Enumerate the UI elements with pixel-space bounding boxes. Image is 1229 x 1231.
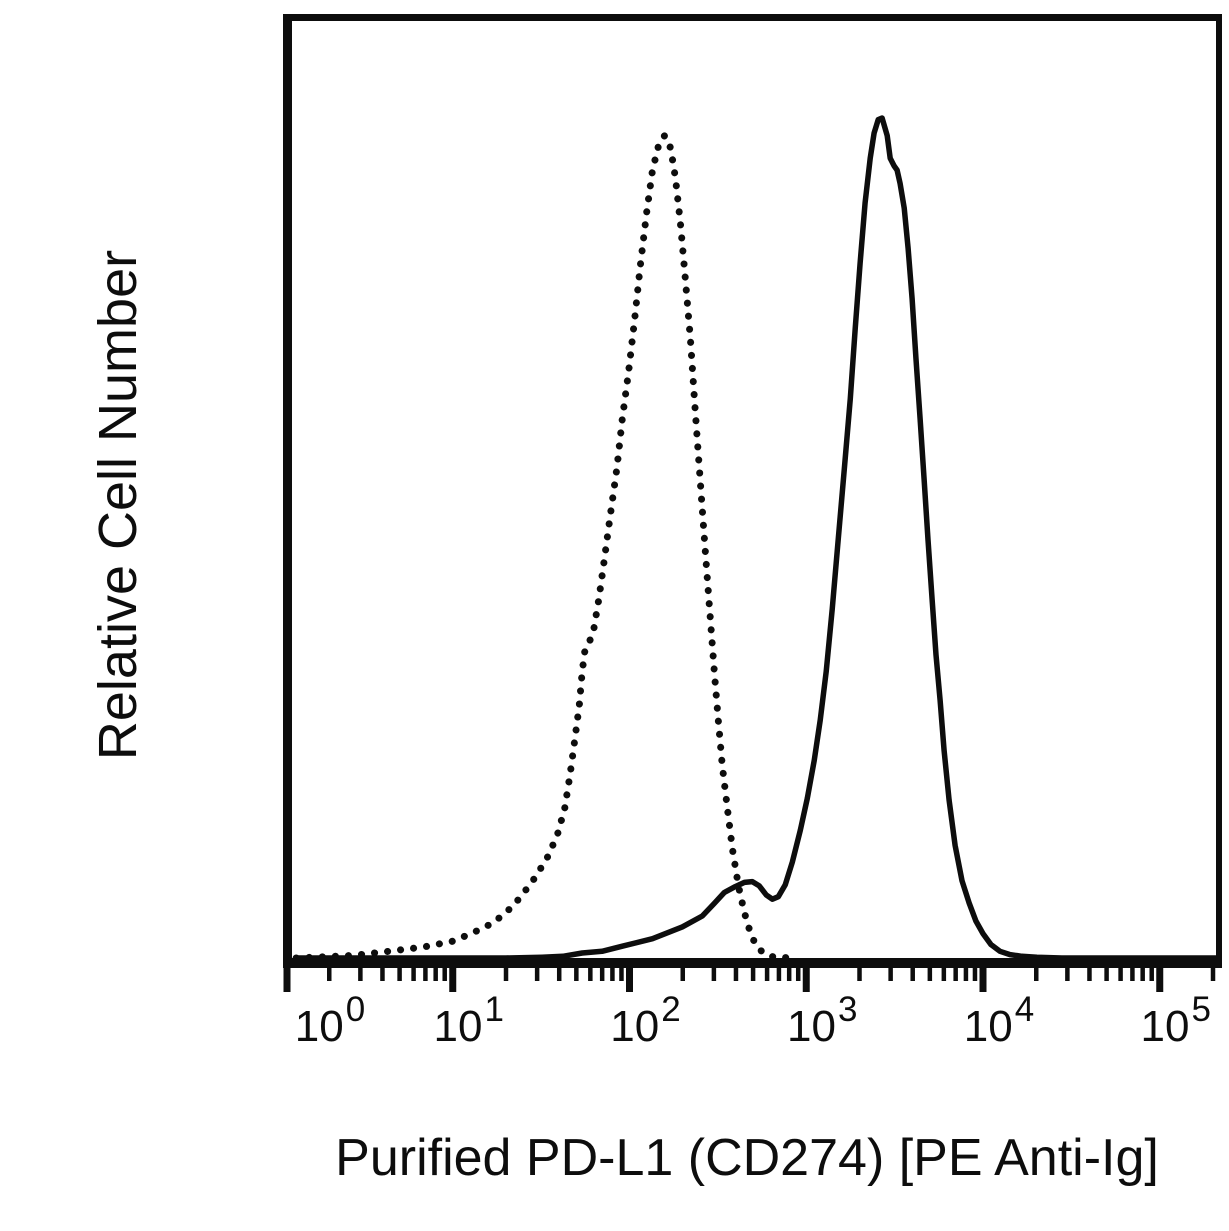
frame-bottom-axis (283, 958, 1222, 968)
tick-exponent: 2 (661, 990, 681, 1029)
minor-tick (680, 968, 686, 981)
minor-tick (1130, 968, 1135, 981)
minor-tick (1087, 968, 1092, 981)
frame-left (283, 14, 292, 968)
tick-mantissa: 10 (433, 1002, 483, 1051)
tick-exponent: 5 (1191, 990, 1211, 1029)
x-tick-label-10e4: 104 (963, 992, 1034, 1051)
minor-tick (1104, 968, 1109, 981)
minor-tick (764, 968, 770, 981)
x-axis-tick-labels: 100 101 102 103 104 105 (0, 992, 1229, 1095)
minor-tick (588, 968, 593, 981)
minor-tick (534, 968, 540, 981)
minor-tick (857, 968, 862, 981)
minor-tick (786, 968, 792, 981)
minor-tick (750, 968, 756, 981)
minor-tick (1065, 968, 1070, 981)
minor-tick (1034, 968, 1039, 981)
decade-tick-10e4 (979, 968, 987, 992)
tick-mantissa: 10 (610, 1002, 660, 1051)
tick-mantissa: 10 (294, 1002, 344, 1051)
minor-tick (411, 968, 416, 981)
solid-curve (296, 115, 1216, 959)
minor-tick (776, 968, 782, 981)
x-axis-title: Purified PD-L1 (CD274) [PE Anti-Ig] (335, 1129, 1159, 1187)
minor-tick (941, 968, 947, 981)
minor-tick (733, 968, 739, 981)
histogram-curves (292, 115, 1216, 959)
x-tick-label-10e3: 103 (787, 992, 857, 1051)
tick-exponent: 3 (837, 990, 858, 1029)
tick-mantissa: 10 (787, 1002, 836, 1051)
decade-tick-10e1 (449, 968, 457, 992)
minor-tick (795, 968, 801, 981)
minor-tick (380, 968, 385, 981)
x-axis-ticks (283, 968, 1216, 992)
minor-tick (423, 968, 428, 981)
minor-tick (972, 968, 978, 981)
decade-tick-10e3 (802, 968, 810, 992)
decade-tick-10e5 (1156, 968, 1164, 992)
minor-tick (599, 968, 605, 981)
minor-tick (910, 968, 915, 981)
dotted-curve (292, 132, 802, 959)
minor-tick (888, 968, 893, 981)
frame-right (1216, 14, 1222, 968)
minor-tick (1140, 968, 1145, 981)
decade-tick-10e0 (283, 968, 291, 992)
tick-mantissa: 10 (1140, 1002, 1190, 1051)
x-tick-label-10e2: 102 (610, 992, 680, 1051)
minor-tick (953, 968, 958, 981)
minor-tick (1149, 968, 1154, 981)
minor-tick (927, 968, 933, 981)
tick-exponent: 1 (484, 990, 504, 1029)
minor-tick (358, 968, 363, 981)
tick-exponent: 4 (1014, 990, 1035, 1029)
minor-tick (711, 968, 717, 981)
minor-tick (556, 968, 562, 981)
tick-mantissa: 10 (963, 1002, 1013, 1051)
y-axis-title: Relative Cell Number (88, 249, 148, 761)
x-tick-label-10e5: 105 (1140, 992, 1211, 1051)
minor-tick (1210, 968, 1216, 981)
minor-tick (327, 968, 332, 981)
minor-tick (574, 968, 579, 981)
minor-tick (433, 968, 438, 981)
minor-tick (963, 968, 969, 981)
minor-tick (503, 968, 509, 981)
frame-top (283, 14, 1222, 21)
x-tick-label-10e0: 100 (294, 992, 365, 1051)
minor-tick (619, 968, 624, 981)
x-tick-label-10e1: 101 (433, 992, 504, 1051)
minor-tick (610, 968, 615, 981)
plot-frame (283, 14, 1222, 968)
minor-tick (442, 968, 447, 981)
minor-tick (397, 968, 402, 981)
minor-tick (1118, 968, 1123, 981)
decade-tick-10e2 (626, 968, 633, 992)
tick-exponent: 0 (345, 990, 366, 1029)
